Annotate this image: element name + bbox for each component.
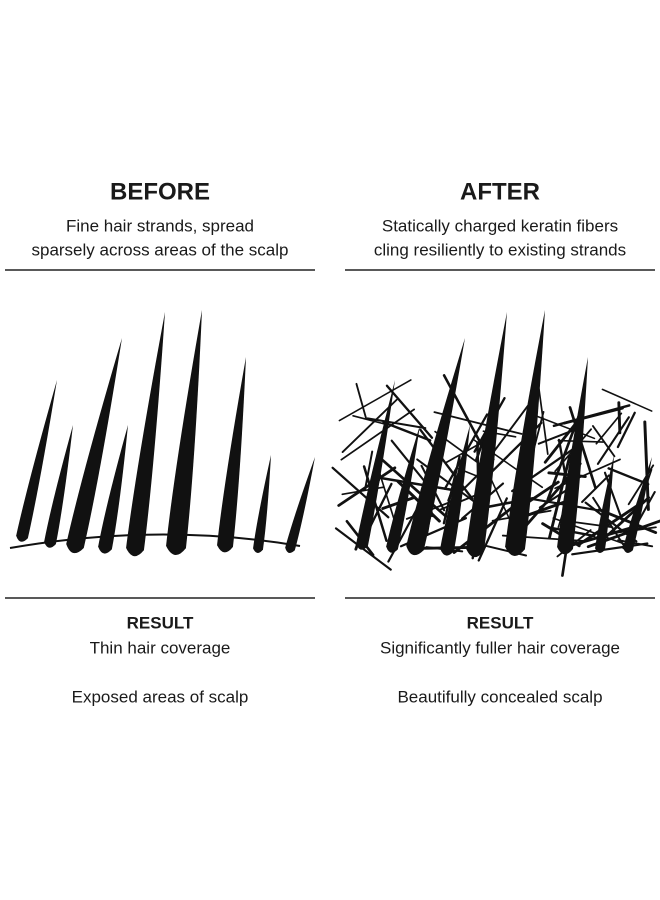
keratin-fiber [607,467,650,486]
description: cling resiliently to existing strands [374,240,626,259]
keratin-fiber [442,455,461,525]
keratin-fiber [341,398,398,453]
hair-strand [595,455,614,553]
keratin-fiber [595,412,623,445]
panel-title: BEFORE [110,178,210,205]
result-label: RESULT [127,613,194,632]
hair-strand [440,425,470,556]
result: Thin hair coverage [90,638,231,657]
keratin-fiber [538,388,549,455]
hair-strand [623,457,652,553]
keratin-fiber [416,458,478,505]
hair-strand [98,425,128,554]
hair-strand [466,312,507,558]
keratin-fiber [352,415,390,426]
description: Statically charged keratin fibers [382,216,618,235]
keratin-fiber [338,379,412,422]
hair-strand [166,310,202,555]
keratin-fiber [382,421,432,442]
hair-strand [557,357,588,555]
hair-strand [253,455,271,553]
keratin-fiber [617,539,654,548]
keratin-fiber [548,454,572,540]
keratin-fiber [591,425,616,458]
hair-illustration [331,310,660,577]
hair-illustration [16,310,315,557]
result: Beautifully concealed scalp [397,687,602,706]
hair-strand [406,338,465,556]
keratin-fiber [340,408,416,461]
keratin-fiber [592,496,626,548]
keratin-fiber [616,411,636,449]
description: sparsely across areas of the scalp [31,240,288,259]
keratin-fiber [381,477,460,493]
keratin-fiber [601,388,653,412]
description: Fine hair strands, spread [66,216,254,235]
keratin-fiber [596,416,630,465]
keratin-fiber [419,428,474,500]
keratin-fiber [385,384,434,439]
keratin-fiber [355,382,367,419]
keratin-fiber [568,406,597,490]
result-label: RESULT [467,613,534,632]
result: Exposed areas of scalp [72,687,249,706]
keratin-fiber [377,466,396,524]
panel-title: AFTER [460,178,540,205]
keratin-fiber [337,466,397,507]
keratin-fiber [554,458,621,490]
keratin-fiber [364,450,374,491]
keratin-fiber [546,415,580,501]
hair-strand [44,425,73,548]
hair-strand [16,380,57,542]
hair-strand [386,425,420,553]
keratin-fiber [571,542,649,556]
keratin-fiber [366,417,427,430]
keratin-fiber [543,421,578,464]
hair-strand [126,312,165,557]
keratin-fiber [643,420,650,511]
hair-strand [356,380,395,550]
hair-strand [505,310,545,556]
keratin-fiber [390,439,426,483]
hair-strand [217,357,246,553]
keratin-fiber [603,471,624,522]
hair-strand [285,457,315,553]
result: Significantly fuller hair coverage [380,638,620,657]
hair-strand [66,338,122,554]
